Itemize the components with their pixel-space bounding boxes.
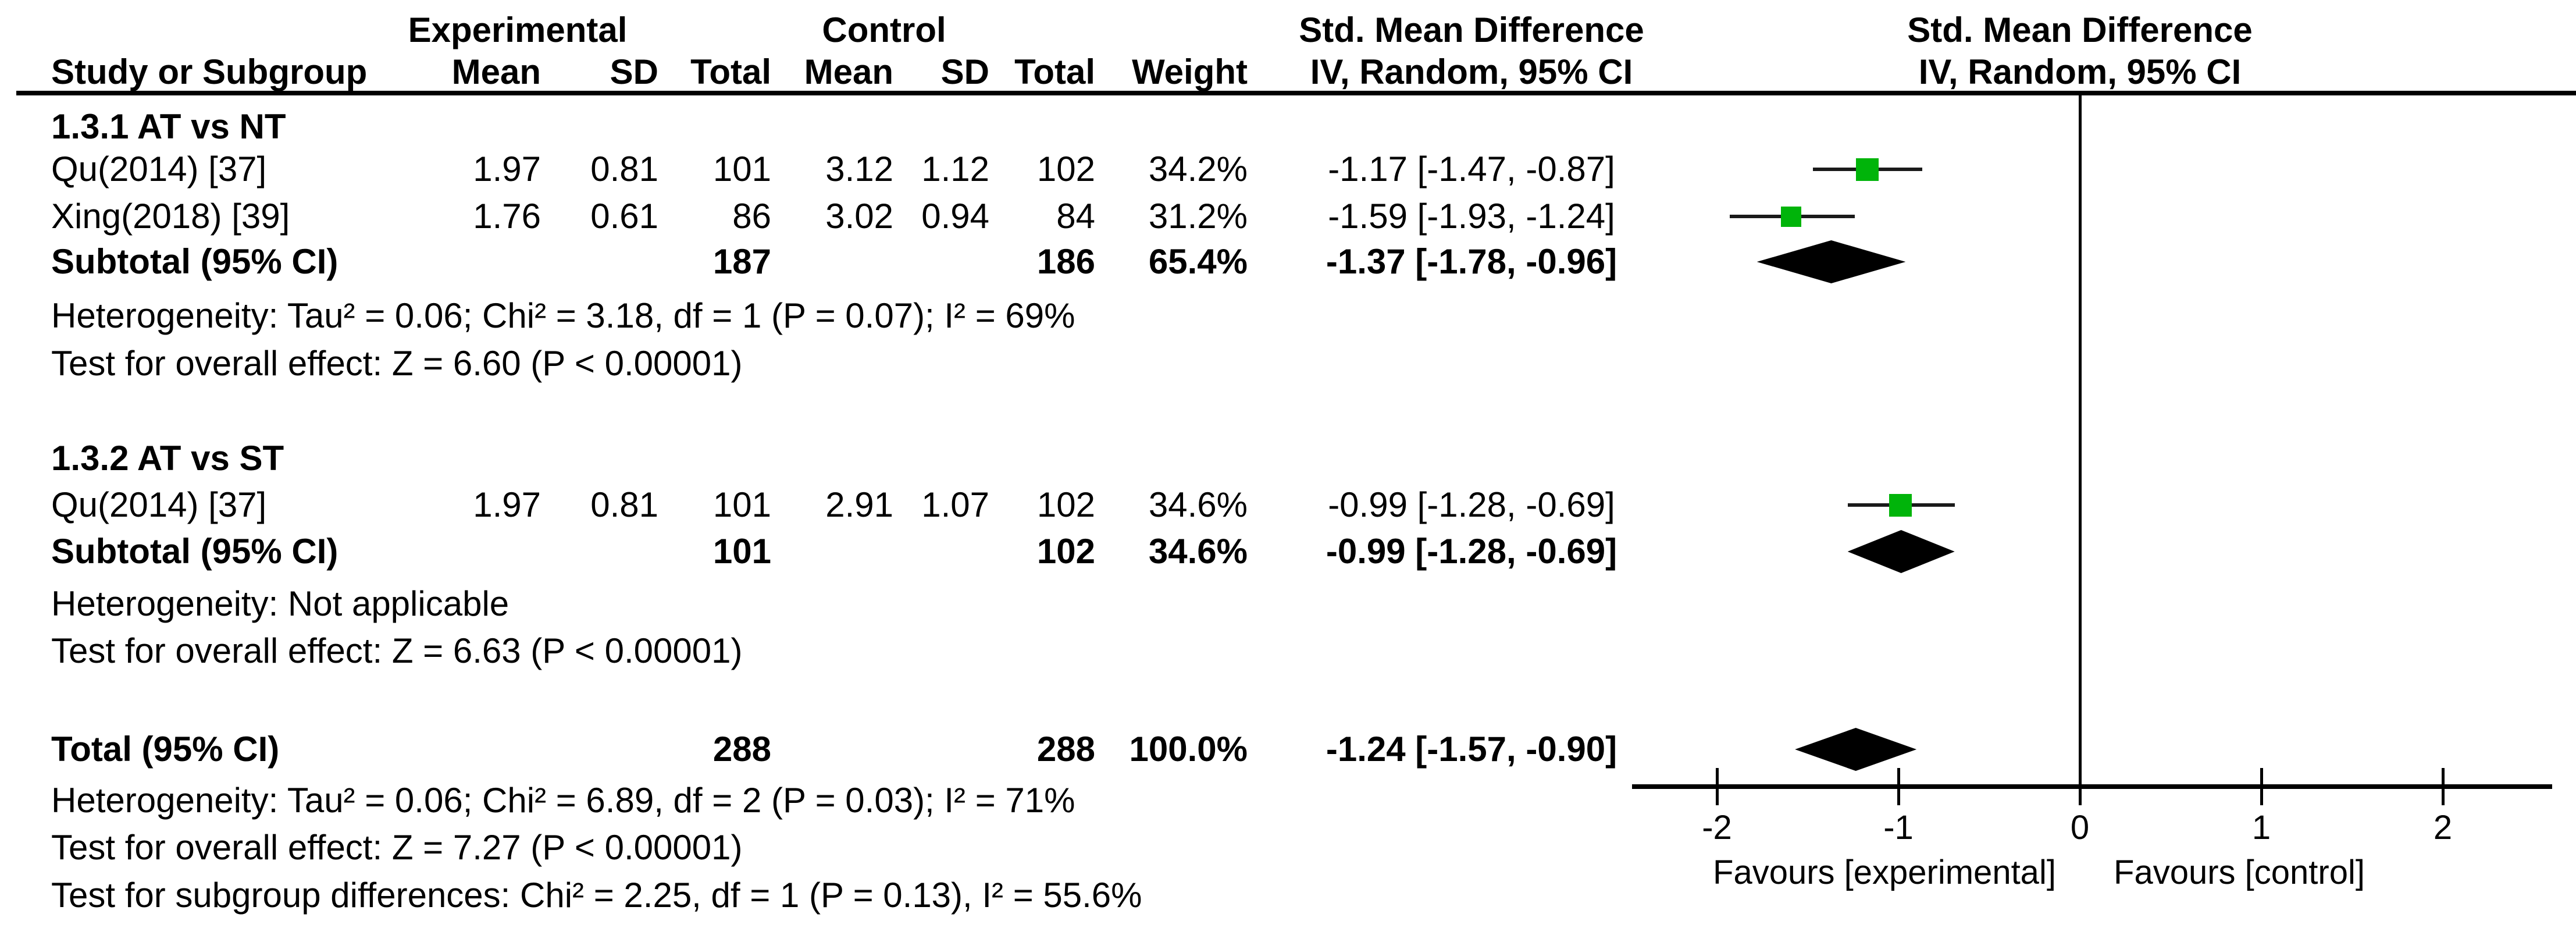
cell-ctrl-total: 102 <box>1036 150 1095 189</box>
study-name: Qu(2014) [37] <box>51 150 267 189</box>
pooled-effect-diamond <box>1795 728 1917 771</box>
cell-ctrl-total: 102 <box>1036 532 1095 571</box>
study-row-qu1: Qu(2014) [37] 1.97 0.81 101 3.12 1.12 10… <box>0 145 2576 193</box>
axis-tick <box>2442 768 2445 805</box>
favours-control-label: Favours [control] <box>2114 854 2365 891</box>
cell-exp-total: 187 <box>712 242 771 281</box>
header-control: Control <box>822 10 946 49</box>
cell-ctrl-mean: 3.12 <box>825 150 893 189</box>
header-ctrl-mean: Mean <box>804 52 893 91</box>
header-exp-mean: Mean <box>451 52 541 91</box>
cell-exp-sd: 0.81 <box>590 150 658 189</box>
favours-experimental-label: Favours [experimental] <box>1713 854 2056 891</box>
cell-ctrl-sd: 0.94 <box>921 197 989 236</box>
subgroup-differences: Test for subgroup differences: Chi² = 2.… <box>51 876 1142 915</box>
subgroup-title-1: 1.3.1 AT vs NT <box>0 103 2576 151</box>
cell-ctrl-sd: 1.07 <box>921 485 989 524</box>
header-experimental: Experimental <box>408 10 628 49</box>
cell-ctrl-total: 186 <box>1036 242 1095 281</box>
study-name: Xing(2018) [39] <box>51 197 290 236</box>
header-smd-column: Std. Mean Difference <box>1299 10 1644 49</box>
cell-exp-mean: 1.76 <box>473 197 541 236</box>
study-effect-marker <box>1781 206 1802 227</box>
cell-weight: 31.2% <box>1148 197 1248 236</box>
cell-smd-ci: -1.17 [-1.47, -0.87] <box>1328 150 1615 189</box>
subtotal-row-1: Subtotal (95% CI) 187 186 65.4% -1.37 [-… <box>0 238 2576 286</box>
cell-weight: 65.4% <box>1148 242 1248 281</box>
cell-exp-total: 101 <box>712 532 771 571</box>
header-smd-plot: Std. Mean Difference <box>1907 10 2253 49</box>
heterogeneity-1: Heterogeneity: Tau² = 0.06; Chi² = 3.18,… <box>51 296 1075 335</box>
study-effect-marker <box>1889 493 1912 517</box>
cell-exp-sd: 0.61 <box>590 197 658 236</box>
subgroup-title-2-label: 1.3.2 AT vs ST <box>51 439 284 478</box>
cell-smd-ci: -0.99 [-1.28, -0.69] <box>1326 532 1617 571</box>
header-divider-rule <box>16 91 2576 95</box>
subtotal-label: Subtotal (95% CI) <box>51 242 339 281</box>
cell-smd-ci: -1.37 [-1.78, -0.96] <box>1326 242 1617 281</box>
study-name: Qu(2014) [37] <box>51 485 267 524</box>
study-effect-marker <box>1856 158 1879 181</box>
axis-tick-label: 1 <box>2251 809 2271 847</box>
cell-ctrl-mean: 2.91 <box>825 485 893 524</box>
cell-smd-ci: -1.24 [-1.57, -0.90] <box>1326 730 1617 769</box>
cell-weight: 34.6% <box>1148 485 1248 524</box>
cell-exp-total: 101 <box>712 150 771 189</box>
header-ctrl-total: Total <box>1014 52 1095 91</box>
subgroup-title-1-label: 1.3.1 AT vs NT <box>51 107 286 146</box>
total-label: Total (95% CI) <box>51 730 280 769</box>
cell-exp-total: 86 <box>732 197 771 236</box>
subtotal-row-2: Subtotal (95% CI) 101 102 34.6% -0.99 [-… <box>0 528 2576 575</box>
cell-exp-total: 101 <box>712 485 771 524</box>
header-study: Study or Subgroup <box>51 52 368 91</box>
overall-effect-1: Test for overall effect: Z = 6.60 (P < 0… <box>51 344 743 383</box>
header-method-plot: IV, Random, 95% CI <box>1918 52 2242 91</box>
axis-tick <box>2260 768 2263 805</box>
cell-exp-total: 288 <box>712 730 771 769</box>
header-column-row: Study or Subgroup Mean SD Total Mean SD … <box>0 51 2576 93</box>
heterogeneity-2: Heterogeneity: Not applicable <box>51 584 510 623</box>
subgroup-title-2: 1.3.2 AT vs ST <box>0 435 2576 482</box>
subtotal-label: Subtotal (95% CI) <box>51 532 339 571</box>
cell-exp-sd: 0.81 <box>590 485 658 524</box>
cell-ctrl-sd: 1.12 <box>921 150 989 189</box>
header-group-row: Experimental Control Std. Mean Differenc… <box>0 9 2576 51</box>
header-exp-sd: SD <box>610 52 658 91</box>
total-row: Total (95% CI) 288 288 100.0% -1.24 [-1.… <box>0 726 2576 773</box>
cell-smd-ci: -1.59 [-1.93, -1.24] <box>1328 197 1615 236</box>
header-method-column: IV, Random, 95% CI <box>1310 52 1633 91</box>
header-exp-total: Total <box>690 52 771 91</box>
study-row-xing: Xing(2018) [39] 1.76 0.61 86 3.02 0.94 8… <box>0 193 2576 240</box>
overall-effect-total: Test for overall effect: Z = 7.27 (P < 0… <box>51 828 743 867</box>
cell-ctrl-total: 102 <box>1036 485 1095 524</box>
axis-tick-label: 2 <box>2433 809 2453 847</box>
cell-weight: 100.0% <box>1129 730 1248 769</box>
pooled-effect-diamond <box>1847 530 1955 573</box>
axis-tick <box>1716 768 1719 805</box>
cell-ctrl-total: 84 <box>1056 197 1095 236</box>
axis-tick-label: -1 <box>1883 809 1914 847</box>
cell-exp-mean: 1.97 <box>473 150 541 189</box>
cell-exp-mean: 1.97 <box>473 485 541 524</box>
header-ctrl-sd: SD <box>940 52 989 91</box>
axis-tick-label: -2 <box>1702 809 1732 847</box>
cell-smd-ci: -0.99 [-1.28, -0.69] <box>1328 485 1615 524</box>
study-row-qu2: Qu(2014) [37] 1.97 0.81 101 2.91 1.07 10… <box>0 481 2576 529</box>
header-weight: Weight <box>1132 52 1248 91</box>
axis-tick <box>1897 768 1900 805</box>
cell-ctrl-total: 288 <box>1036 730 1095 769</box>
axis-tick-label: 0 <box>2070 809 2090 847</box>
x-axis-line <box>1632 784 2552 789</box>
zero-effect-line <box>2079 95 2082 784</box>
cell-ctrl-mean: 3.02 <box>825 197 893 236</box>
cell-weight: 34.6% <box>1148 532 1248 571</box>
axis-tick <box>2079 768 2082 805</box>
overall-effect-2: Test for overall effect: Z = 6.63 (P < 0… <box>51 631 743 670</box>
heterogeneity-total: Heterogeneity: Tau² = 0.06; Chi² = 6.89,… <box>51 781 1075 820</box>
cell-weight: 34.2% <box>1148 150 1248 189</box>
pooled-effect-diamond <box>1756 240 1906 283</box>
